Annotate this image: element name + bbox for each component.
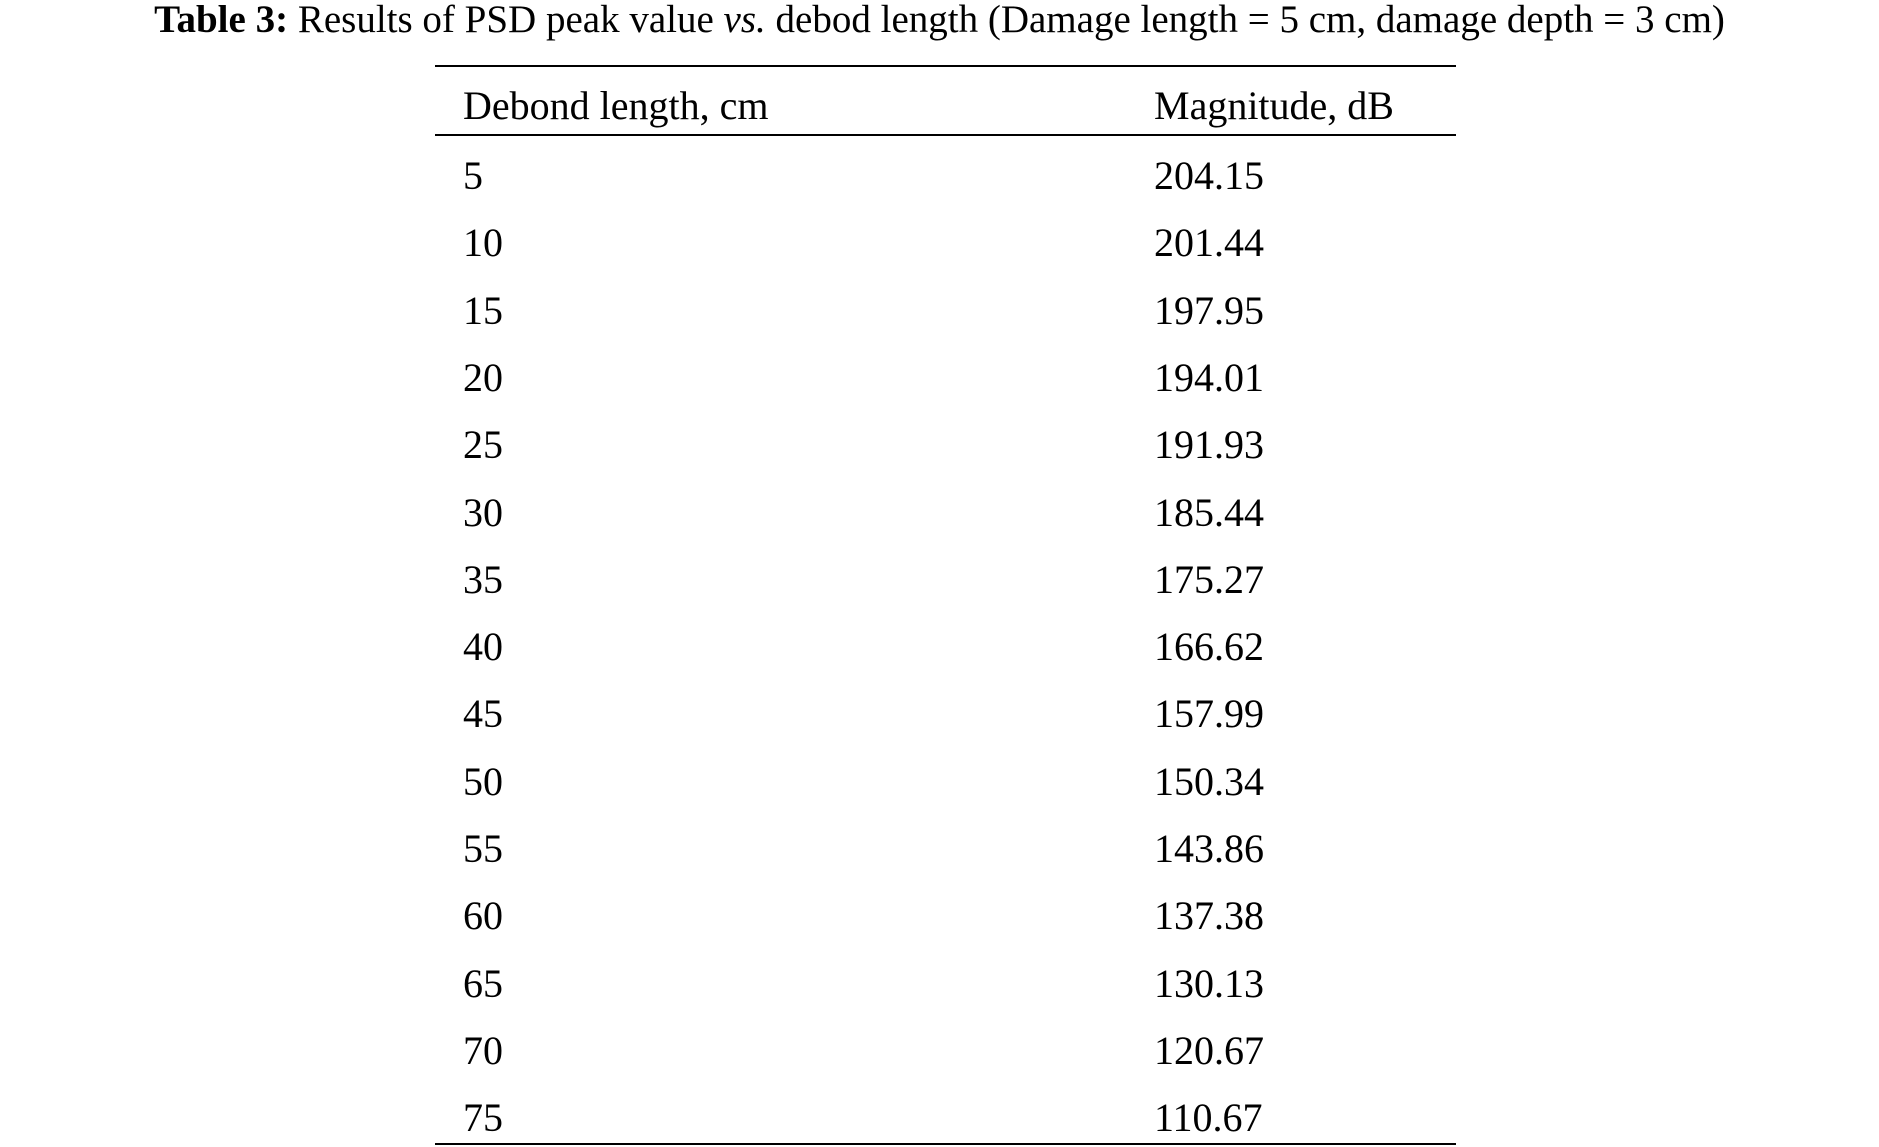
caption-label: Table 3: bbox=[154, 0, 289, 41]
header-cell: Magnitude, dB bbox=[1154, 83, 1394, 128]
table-cell: 166.62 bbox=[1154, 624, 1264, 670]
table-cell: 55 bbox=[463, 826, 503, 871]
table-cell: 65 bbox=[463, 960, 503, 1006]
table-cell: 60 bbox=[463, 893, 503, 939]
table-cell: 40 bbox=[463, 624, 503, 670]
table-cell: 30 bbox=[463, 489, 503, 535]
table-cell: 20 bbox=[463, 354, 503, 400]
table-cell: 143.86 bbox=[1154, 826, 1264, 871]
table-cell: 120.67 bbox=[1154, 1027, 1264, 1073]
caption-text: Results of PSD peak value bbox=[297, 0, 724, 41]
table-cell: 204.15 bbox=[1154, 153, 1264, 198]
table-cell: 15 bbox=[463, 287, 503, 333]
table-cell: 70 bbox=[463, 1027, 503, 1073]
table-cell: 185.44 bbox=[1154, 489, 1264, 535]
bottom-rule bbox=[435, 1143, 1456, 1145]
table-cell: 191.93 bbox=[1154, 422, 1264, 468]
header-cell: Debond length, cm bbox=[463, 83, 769, 128]
table-cell: 201.44 bbox=[1154, 220, 1264, 266]
table-cell: 75 bbox=[463, 1095, 503, 1141]
table-cell: 25 bbox=[463, 422, 503, 468]
table-cell: 150.34 bbox=[1154, 758, 1264, 804]
table-cell: 137.38 bbox=[1154, 893, 1264, 939]
table-cell: 175.27 bbox=[1154, 556, 1264, 602]
table-cell: 110.67 bbox=[1154, 1095, 1263, 1141]
table-cell: 197.95 bbox=[1154, 287, 1264, 333]
table-cell: 194.01 bbox=[1154, 354, 1264, 400]
table-cell: 5 bbox=[463, 153, 483, 198]
top-rule bbox=[435, 65, 1456, 67]
table-cell: 50 bbox=[463, 758, 503, 804]
table-caption: Table 3: Results of PSD peak value vs. d… bbox=[0, 0, 1879, 44]
table-cell: 10 bbox=[463, 220, 503, 266]
caption-italic: vs. bbox=[723, 0, 766, 41]
header-rule bbox=[435, 134, 1456, 136]
table-cell: 130.13 bbox=[1154, 960, 1264, 1006]
table-cell: 157.99 bbox=[1154, 691, 1264, 737]
table-cell: 35 bbox=[463, 556, 503, 602]
table-cell: 45 bbox=[463, 691, 503, 737]
caption-text: debod length (Damage length = 5 cm, dama… bbox=[765, 0, 1725, 41]
